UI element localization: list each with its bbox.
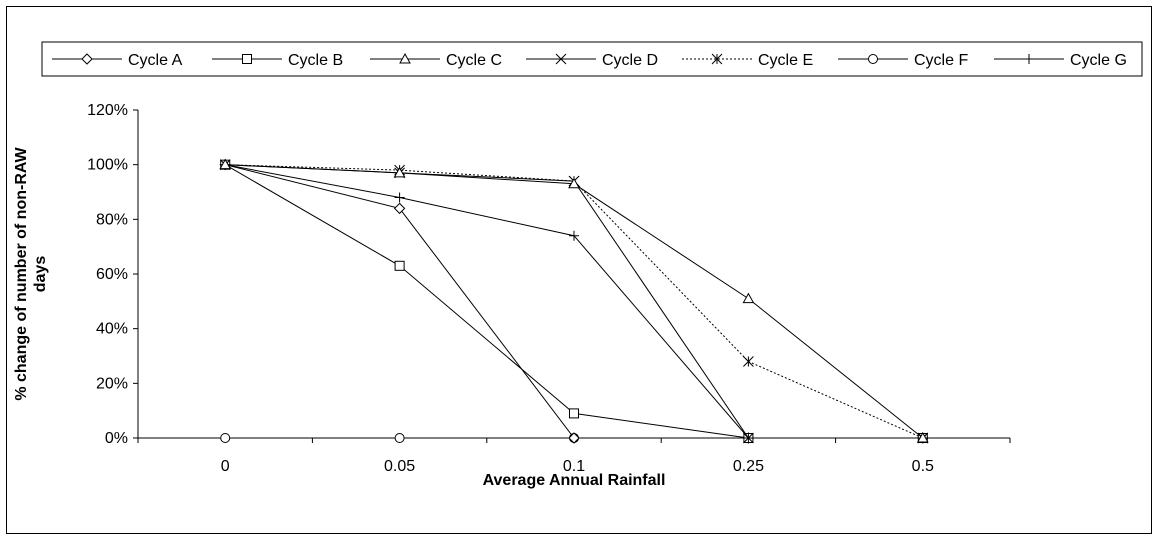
data-point (742, 292, 755, 304)
y-tick-label: 40% (96, 321, 128, 338)
data-point (219, 158, 232, 170)
legend-label: Cycle B (288, 52, 343, 69)
x-axis-title: Average Annual Rainfall (483, 472, 666, 489)
legend-marker (81, 53, 93, 65)
series-line (225, 164, 923, 439)
legend-label: Cycle D (602, 52, 658, 69)
legend-label: Cycle F (914, 52, 968, 69)
data-point (394, 433, 405, 443)
x-tick-label: 0.25 (733, 458, 764, 475)
series-line (225, 164, 924, 439)
data-point (568, 432, 580, 444)
series-cycle-a (219, 158, 929, 444)
data-point (569, 408, 579, 419)
legend: Cycle A Cycle B Cycle C Cycle D Cycle E Cycle… (52, 52, 1127, 69)
legend-item: Cycle E (682, 52, 813, 69)
data-point (220, 433, 231, 443)
legend-item: Cycle G (994, 52, 1127, 69)
legend-item: Cycle D (526, 52, 658, 69)
series-cycle-c (219, 158, 929, 443)
series-line (224, 164, 923, 439)
legend-marker (1024, 54, 1034, 64)
y-tick-label: 0% (105, 430, 128, 447)
data-point (394, 192, 405, 203)
series-line (225, 164, 924, 439)
legend-marker (555, 53, 567, 65)
legend-item: Cycle A (52, 52, 183, 69)
x-ticks: 0 0.05 0.1 0.25 0.5 (137, 438, 1011, 475)
y-tick-label: 80% (96, 211, 128, 228)
y-axis-title-line1: % change of number of non-RAW (13, 146, 30, 400)
data-point (393, 166, 406, 178)
x-tick-label: 0.1 (563, 458, 585, 475)
legend-label: Cycle E (758, 52, 813, 69)
legend-marker (868, 54, 878, 64)
legend-label: Cycle A (128, 52, 183, 69)
data-point (568, 177, 580, 189)
legend-marker (711, 53, 723, 65)
series-group (219, 158, 929, 444)
legend-marker (242, 54, 252, 64)
data-point (743, 356, 754, 367)
y-ticks: 0% 20% 40% 60% 80% 100% 120% (87, 102, 138, 447)
y-tick-label: 20% (96, 375, 128, 392)
x-tick-label: 0.05 (384, 458, 415, 475)
y-axis-title-line2: days (32, 256, 49, 293)
data-point (569, 230, 579, 241)
y-tick-label: 60% (96, 266, 128, 283)
chart-frame (6, 6, 1152, 534)
legend-item: Cycle B (212, 52, 343, 69)
legend-item: Cycle C (370, 52, 502, 69)
x-tick-label: 0 (221, 458, 230, 475)
data-point (393, 202, 406, 215)
series-cycle-g (220, 159, 928, 443)
series-cycle-d (219, 159, 929, 444)
y-tick-label: 100% (87, 157, 128, 174)
x-tick-label: 0.5 (912, 458, 934, 475)
legend-marker (399, 52, 411, 64)
series-line (225, 164, 923, 439)
y-tick-label: 120% (87, 102, 128, 119)
legend-item: Cycle F (838, 52, 968, 69)
series-cycle-b (220, 159, 928, 443)
legend-label: Cycle C (446, 52, 502, 69)
series-line (225, 164, 923, 439)
data-point (743, 432, 754, 444)
data-point (394, 260, 405, 271)
series-cycle-e (219, 159, 929, 444)
data-point (916, 431, 929, 443)
legend-label: Cycle G (1070, 52, 1127, 69)
